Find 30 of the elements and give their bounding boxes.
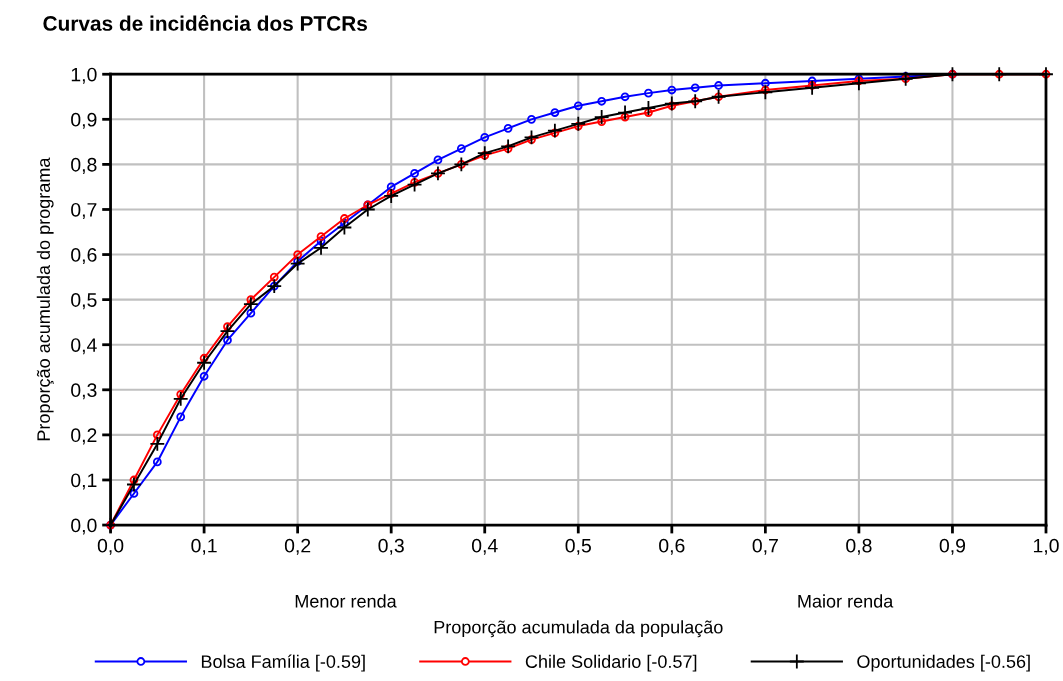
y-tick-label: 0,4 (71, 338, 97, 355)
x-tick-label: 0,9 (939, 538, 966, 555)
legend-label: Bolsa Família [-0.59] (201, 654, 365, 672)
y-tick-label: 0,3 (71, 383, 97, 400)
x-tick-label: 0,1 (191, 538, 217, 555)
y-axis-title: Proporção acumulada do programa (36, 157, 54, 441)
text: Menor renda (295, 594, 397, 608)
x-tick-label: 0,2 (284, 538, 311, 555)
x-tick-label: 0,0 (97, 538, 124, 555)
y-tick-label: 0,8 (71, 157, 97, 174)
legend-label: Chile Solidario [-0.57] (525, 654, 697, 672)
y-tick-label: 0,7 (71, 202, 97, 220)
x-tick-label: 0,6 (659, 538, 685, 555)
legend-label: Oportunidades [-0.56] (857, 654, 1030, 672)
x-tick-label: 0,5 (565, 538, 591, 555)
chart-title: Curvas de incidência dos PTCRs (43, 15, 367, 31)
y-tick-label: 0,9 (71, 112, 97, 129)
x-tick-label: 0,7 (752, 538, 778, 555)
y-tick-label: 1,0 (71, 67, 97, 84)
y-tick-label: 0,0 (71, 518, 97, 535)
x-axis-title: Proporção acumulada da população (434, 620, 723, 638)
y-tick-label: 0,1 (71, 473, 97, 490)
x-tick-label: 0,8 (846, 538, 872, 555)
x-tick-label: 0,4 (471, 538, 498, 555)
y-tick-label: 0,6 (71, 248, 97, 265)
text: Maior renda (798, 594, 894, 608)
y-tick-label: 0,2 (71, 428, 97, 445)
y-tick-label: 0,5 (71, 293, 97, 310)
x-tick-label: 1,0 (1033, 538, 1059, 555)
x-tick-label: 0,3 (378, 538, 404, 555)
